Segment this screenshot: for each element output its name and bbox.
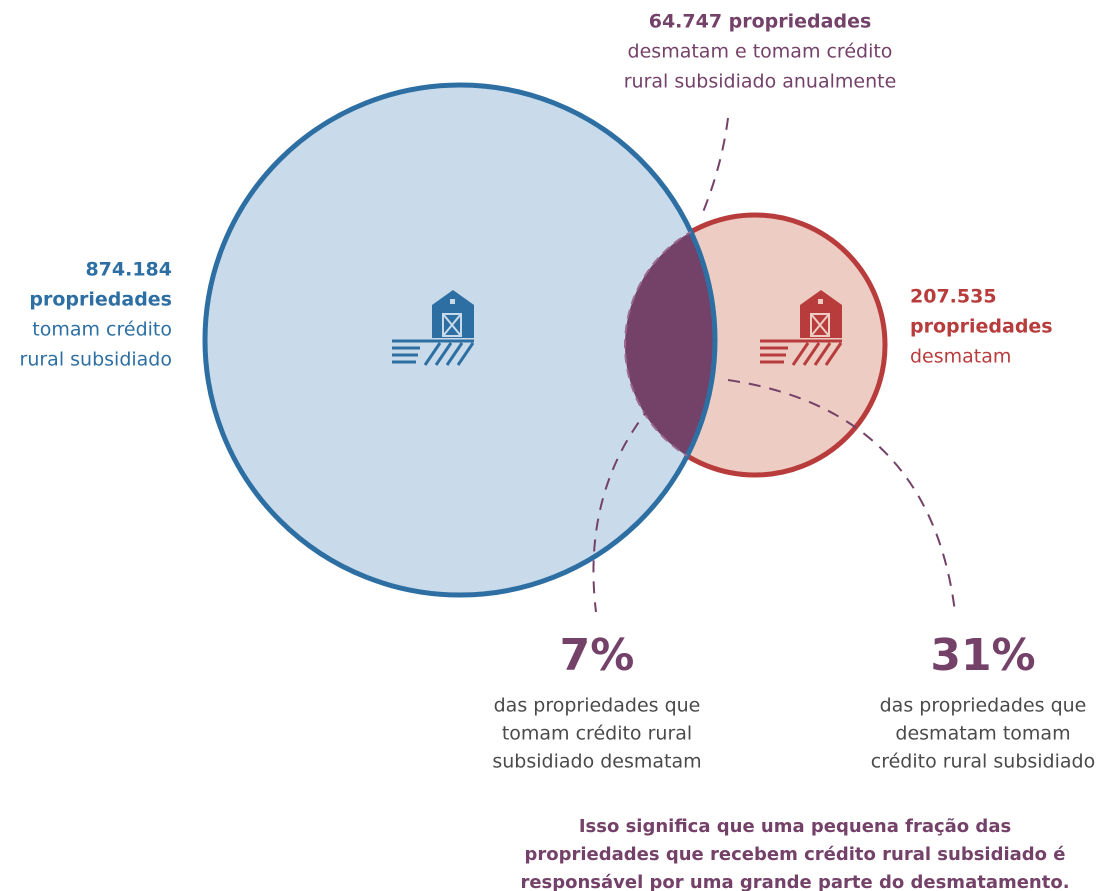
stat-text: tomam crédito rural [502,723,692,745]
credit-unit: propriedades [29,289,172,311]
stat-value: 7% [560,630,635,681]
stat-text: crédito rural subsidiado [871,751,1095,773]
overlap-lens [625,215,715,475]
credit-text: tomam crédito [32,319,172,341]
stat-value: 31% [930,630,1035,681]
stat-text: das propriedades que [494,695,701,717]
overlap-value: 64.747 propriedades [649,11,872,33]
leader-lines [592,117,956,613]
deforest-text: desmatam [910,346,1011,368]
stat-text: subsidiado desmatam [492,751,701,773]
credit-value: 874.184 [85,259,172,281]
stat-text: desmatam tomam [895,723,1070,745]
overlap-text: desmatam e tomam crédito [628,41,893,63]
overlap-text: rural subsidiado anualmente [624,71,897,93]
overlap-dashed-edge [624,214,715,476]
conclusion: responsável por uma grande parte do desm… [520,872,1069,891]
barn-icon [392,290,475,366]
stat-text: das propriedades que [880,695,1087,717]
conclusion: propriedades que recebem crédito rural s… [524,844,1065,865]
barn-icon [760,290,843,366]
deforest-value: 207.535 [910,286,997,308]
credit-text: rural subsidiado [20,349,172,371]
conclusion: Isso significa que uma pequena fração da… [579,816,1011,837]
deforest-unit: propriedades [910,316,1053,338]
credit-outline [202,82,718,598]
